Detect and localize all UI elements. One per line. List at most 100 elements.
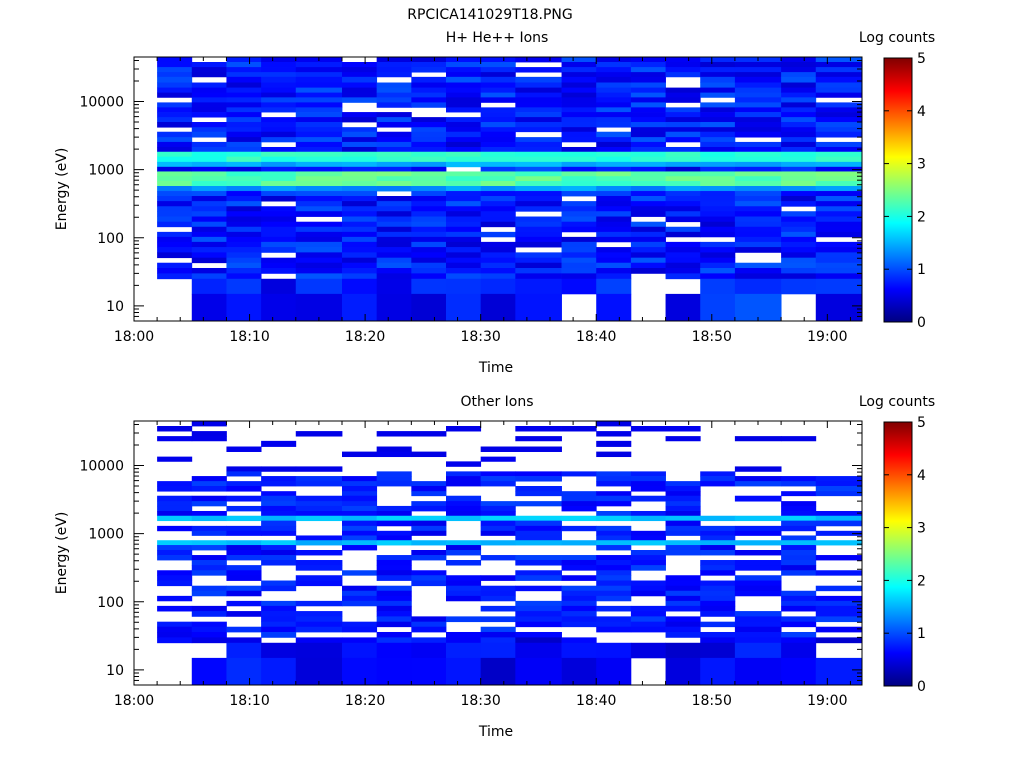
heatmap-cell — [446, 580, 482, 587]
y-tick-label: 10000 — [79, 459, 124, 475]
heatmap-cell — [781, 236, 817, 243]
heatmap-cell — [815, 600, 863, 607]
heatmap-cell — [515, 156, 562, 163]
heatmap-cell — [561, 616, 597, 623]
panel1-colorbar-axis: 0 1 2 3 4 5 — [884, 51, 926, 331]
heatmap-cell — [665, 122, 701, 128]
heatmap-cell — [561, 555, 597, 561]
heatmap-cell — [700, 107, 736, 113]
heatmap-cell — [815, 491, 863, 497]
heatmap-cell — [596, 131, 632, 138]
heatmap-cell — [157, 580, 193, 587]
heatmap-cell — [376, 231, 412, 238]
heatmap-cell — [342, 171, 378, 177]
heatmap-cell — [781, 186, 817, 192]
heatmap-cell — [515, 621, 562, 628]
heatmap-cell — [295, 146, 343, 153]
heatmap-cell — [700, 201, 736, 207]
heatmap-cell — [480, 252, 516, 259]
heatmap-cell — [446, 550, 482, 556]
heatmap-cell — [226, 585, 262, 592]
heatmap-cell — [261, 107, 297, 113]
heatmap-cell — [515, 196, 562, 202]
heatmap-cell — [261, 156, 297, 163]
heatmap-cell — [515, 585, 562, 592]
heatmap-cell — [781, 82, 817, 88]
heatmap-cell — [226, 87, 262, 94]
heatmap-cell — [515, 631, 562, 638]
panel1-colorbar-label: Log counts — [859, 30, 935, 46]
heatmap-cell — [515, 76, 562, 83]
heatmap-cell — [515, 137, 562, 143]
heatmap-cell — [596, 585, 632, 592]
heatmap-cell — [261, 117, 297, 123]
heatmap-cell — [226, 146, 262, 153]
heatmap-cell — [630, 112, 666, 118]
heatmap-cell — [411, 657, 447, 686]
heatmap-cell — [157, 62, 193, 68]
heatmap-cell — [815, 131, 863, 138]
heatmap-cell — [596, 191, 632, 197]
heatmap-cell — [480, 131, 516, 138]
heatmap-cell — [446, 186, 482, 192]
heatmap-cell — [815, 92, 863, 98]
heatmap-cell — [295, 206, 343, 212]
heatmap-cell — [342, 505, 378, 512]
heatmap-cell — [561, 117, 597, 123]
heatmap-cell — [700, 87, 736, 94]
heatmap-cell — [561, 151, 597, 158]
heatmap-cell — [480, 590, 516, 597]
heatmap-cell — [342, 87, 378, 94]
heatmap-cell — [665, 171, 701, 177]
heatmap-cell — [446, 201, 482, 207]
heatmap-cell — [191, 141, 227, 148]
heatmap-cell — [376, 621, 412, 628]
heatmap-cell — [376, 206, 412, 212]
heatmap-cell — [226, 262, 262, 269]
heatmap-cell — [376, 600, 412, 607]
heatmap-cell — [411, 191, 447, 197]
heatmap-cell — [226, 515, 262, 522]
heatmap-cell — [191, 555, 227, 561]
heatmap-cell — [261, 585, 297, 592]
heatmap-cell — [815, 226, 863, 233]
heatmap-cell — [295, 67, 343, 73]
heatmap-cell — [596, 616, 632, 623]
heatmap-cell — [596, 495, 632, 502]
heatmap-cell — [630, 621, 666, 628]
heatmap-cell — [295, 221, 343, 228]
heatmap-cell — [596, 560, 632, 566]
heatmap-cell — [480, 530, 516, 536]
heatmap-cell — [781, 570, 817, 576]
heatmap-cell — [630, 616, 666, 623]
heatmap-cell — [561, 505, 597, 512]
heatmap-cell — [734, 92, 782, 98]
heatmap-cell — [596, 151, 632, 158]
heatmap-cell — [781, 595, 817, 602]
heatmap-cell — [411, 241, 447, 248]
heatmap-cell — [596, 161, 632, 168]
heatmap-cell — [226, 278, 262, 295]
y-tick-label: 100 — [97, 231, 124, 247]
heatmap-cell — [781, 600, 817, 607]
heatmap-cell — [561, 131, 597, 138]
heatmap-cell — [700, 481, 736, 487]
heatmap-cell — [700, 241, 736, 248]
y-tick-label: 10 — [106, 299, 124, 315]
heatmap-cell — [480, 201, 516, 207]
heatmap-cell — [815, 87, 863, 94]
heatmap-cell — [630, 476, 666, 482]
heatmap-cell — [226, 161, 262, 168]
heatmap-cell — [480, 176, 516, 182]
heatmap-cell — [295, 62, 343, 68]
heatmap-cell — [411, 181, 447, 187]
heatmap-cell — [191, 156, 227, 163]
heatmap-cell — [295, 141, 343, 148]
heatmap-cell — [376, 505, 412, 512]
x-tick-label: 18:10 — [229, 329, 269, 345]
heatmap-cell — [295, 550, 343, 556]
heatmap-cell — [515, 151, 562, 158]
heatmap-cell — [295, 466, 343, 472]
panel1-title: H+ He++ Ions — [446, 30, 549, 46]
panel1-heatmap-cells — [157, 57, 863, 322]
